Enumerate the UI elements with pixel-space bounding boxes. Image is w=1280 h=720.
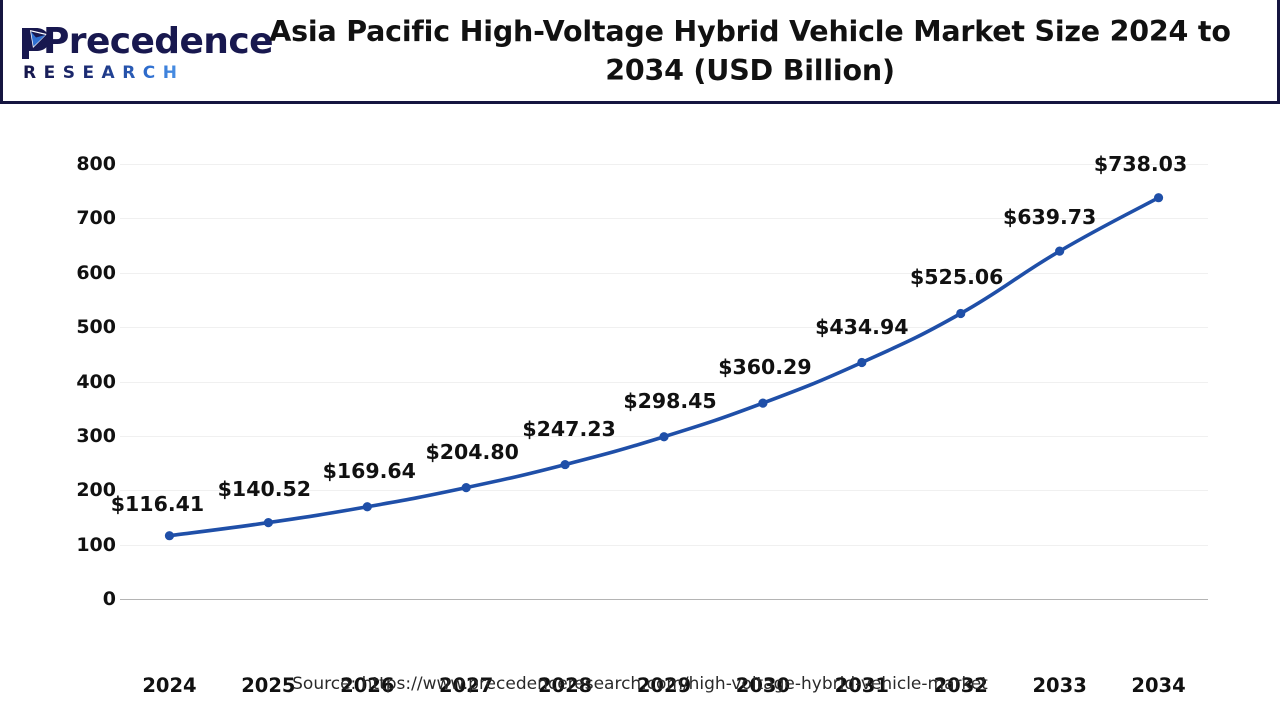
data-point-marker[interactable] bbox=[1055, 246, 1065, 256]
data-point-marker[interactable] bbox=[263, 517, 273, 528]
gridline bbox=[120, 381, 1208, 383]
logo-subtitle: RESEARCH bbox=[23, 63, 185, 83]
data-point-marker[interactable] bbox=[659, 432, 669, 442]
x-axis-tick-label: 2029 bbox=[636, 674, 692, 697]
series-line bbox=[164, 193, 1164, 541]
data-point-marker[interactable] bbox=[461, 483, 471, 493]
data-point-label: $204.80 bbox=[425, 439, 519, 464]
data-point-marker[interactable] bbox=[758, 398, 768, 408]
x-axis-tick-label: 2034 bbox=[1131, 674, 1186, 697]
gridline bbox=[120, 327, 1208, 329]
data-point-label: $169.64 bbox=[322, 458, 416, 483]
data-point-label: $140.52 bbox=[217, 476, 312, 501]
data-point-marker[interactable] bbox=[857, 357, 867, 368]
data-point-label: $738.03 bbox=[1093, 151, 1188, 176]
source-caption: Source: https://www.precedenceresearch.c… bbox=[292, 674, 988, 694]
gridline bbox=[120, 490, 1208, 492]
x-axis-tick-label: 2033 bbox=[1032, 674, 1087, 697]
page-title: Asia Pacific High-Voltage Hybrid Vehicle… bbox=[269, 15, 1231, 87]
gridline bbox=[120, 544, 1208, 546]
data-point-marker[interactable] bbox=[1153, 193, 1164, 203]
x-axis-tick-label: 2026 bbox=[340, 674, 395, 697]
y-axis-tick-label: 500 bbox=[76, 316, 116, 339]
y-axis-tick-label: 0 bbox=[102, 588, 116, 610]
gridline bbox=[120, 218, 1208, 220]
data-point-label: $434.94 bbox=[815, 314, 909, 339]
page-header: Precedence RESEARCH Asia Pacific High-Vo… bbox=[0, 0, 1280, 104]
data-point-label: $639.73 bbox=[1002, 205, 1097, 230]
x-axis-tick-label: 2031 bbox=[834, 674, 889, 697]
y-axis-tick-label: 300 bbox=[76, 424, 116, 447]
y-axis-tick-label: 200 bbox=[76, 479, 116, 502]
y-axis-tick-label: 700 bbox=[76, 207, 116, 230]
x-axis-tick-label: 2027 bbox=[439, 674, 494, 697]
data-point-marker[interactable] bbox=[362, 502, 372, 512]
logo-wordmark: Precedence bbox=[43, 21, 273, 62]
data-point-label: $525.06 bbox=[910, 265, 1004, 290]
plot-area: 0 100 200 300 400 500 600 700 800 $116.41 $140.52… bbox=[76, 152, 1208, 697]
gridline bbox=[120, 272, 1208, 274]
precedence-research-logo: Precedence RESEARCH bbox=[17, 22, 273, 88]
x-axis-tick-label: 2030 bbox=[735, 674, 791, 697]
y-axis-tick-label: 600 bbox=[76, 261, 116, 284]
x-axis-tick-label: 2032 bbox=[933, 674, 988, 697]
data-point-label: $247.23 bbox=[522, 416, 616, 441]
gridline bbox=[120, 164, 1208, 165]
data-point-marker[interactable] bbox=[560, 459, 570, 470]
line-chart: 0 100 200 300 400 500 600 700 800 $116.41 $140.52… bbox=[0, 104, 1280, 720]
precedence-leaf-p-icon bbox=[19, 26, 53, 60]
x-axis-tick-label: 2025 bbox=[241, 674, 296, 697]
data-point-marker[interactable] bbox=[164, 531, 175, 541]
y-axis-tick-label: 400 bbox=[76, 370, 116, 393]
x-axis-tick-label: 2028 bbox=[537, 674, 593, 697]
gridline bbox=[120, 599, 1208, 600]
data-point-label: $298.45 bbox=[623, 388, 717, 413]
data-point-marker[interactable] bbox=[956, 308, 966, 319]
data-point-label: $116.41 bbox=[110, 491, 205, 516]
x-axis-tick-label: 2024 bbox=[142, 674, 197, 697]
y-axis-tick-label: 100 bbox=[76, 533, 116, 556]
y-axis-tick-label: 800 bbox=[76, 153, 116, 175]
data-point-label: $360.29 bbox=[718, 355, 812, 380]
